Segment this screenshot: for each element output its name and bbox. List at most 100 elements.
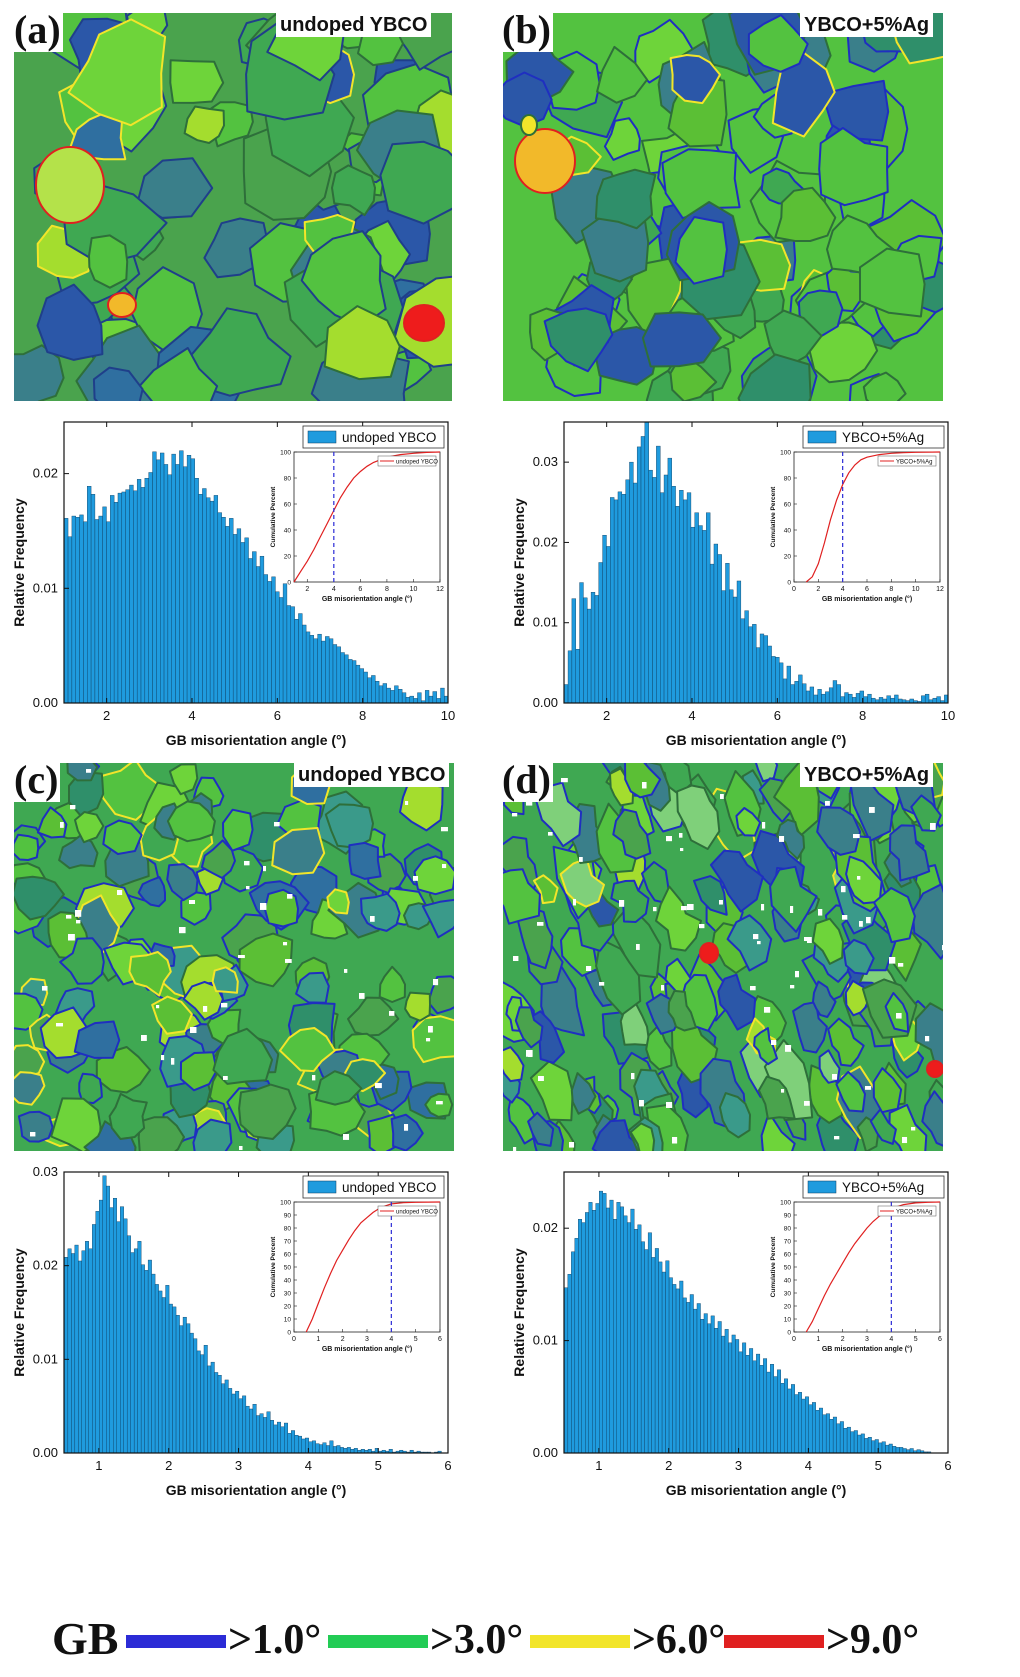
y-tick-label: 0.01 [33,1351,58,1366]
histogram-bar [610,497,615,704]
histogram-bar [148,472,153,704]
inset-frame [293,451,441,583]
histogram-bar [151,1273,156,1454]
histogram-bar [315,1443,320,1454]
grain-map-b [488,0,966,438]
histogram-bar [613,499,619,704]
histogram-bar [766,1371,771,1454]
y-tick-label: 0.02 [533,1220,558,1235]
inset-x-tick-label: 1 [816,1336,820,1343]
histogram-bar [286,605,291,704]
histogram-bar [102,506,107,704]
histogram-bar [83,521,88,704]
inset-y-tick-label: 20 [284,1304,292,1311]
histogram-bar [409,695,414,704]
histogram-bar [81,1250,86,1454]
inset-x-axis-label: GB misorientation angle (°) [822,595,912,603]
histogram-bar [822,1414,827,1454]
inset-y-tick-label: 20 [784,1304,792,1311]
histogram-bar [183,466,188,704]
histogram-bar [78,1260,82,1454]
histogram-bar [683,499,688,704]
histogram-bar [332,644,338,704]
histogram-bar [186,455,192,704]
histogram-bar [581,1222,586,1454]
histogram-bar [386,687,391,704]
histogram-bar [575,649,580,704]
histogram-bar [630,1208,635,1454]
histogram-bar [217,512,222,704]
histogram-bar [242,1395,247,1454]
histogram-bar [198,494,203,704]
inset-y-tick-label: 0 [787,1330,791,1337]
x-tick-label: 8 [359,708,366,723]
histogram-bar [305,631,311,704]
histogram-bar [432,691,437,704]
panel-letter-c: (c) [12,757,61,802]
inset-x-tick-label: 3 [365,1336,369,1343]
histogram-bar [67,1248,72,1454]
histogram-bar [232,534,238,704]
histogram-bar [348,659,353,704]
inset-x-tick-label: 6 [438,1336,442,1343]
histogram-bar [748,626,753,704]
histogram-bar [871,697,876,704]
histogram-bar [301,1438,306,1454]
inset-y-axis-label: Cumulative Percent [270,1236,277,1298]
x-tick-label: 10 [941,708,955,723]
inset-x-tick-label: 0 [792,1336,796,1343]
histogram-bar [355,664,361,704]
histogram-bar [156,459,161,704]
histogram-bar [133,1248,138,1454]
inset-legend-label: undoped YBCO [396,1210,438,1216]
histogram-bar [784,1378,788,1454]
inset-x-tick-label: 2 [341,1336,345,1343]
histogram-bar [92,1224,96,1454]
histogram-bar [136,479,142,704]
inset-legend-box [877,455,937,467]
inset-y-tick-label: 10 [784,1317,792,1324]
histogram-bar [613,1219,617,1454]
histogram-bar [277,1421,281,1454]
histogram-bar [428,695,434,704]
histogram-bar [588,1202,593,1454]
histogram-bar [791,1384,795,1454]
histogram-bar [125,489,130,704]
histogram-bar [336,646,341,704]
histogram-bar [329,1440,334,1454]
histogram-bar [336,1445,341,1454]
histogram-bar [583,597,588,704]
histogram-bar [200,1354,205,1454]
histogram-bar [636,446,642,704]
x-axis-label: GB misorientation angle (°) [666,1482,847,1498]
y-tick-label: 0.00 [533,695,558,710]
chart-legend: undoped YBCO [302,1175,445,1199]
histogram-bar [231,1393,236,1454]
histogram-bar [675,1288,680,1454]
inset-x-tick-label: 10 [410,586,418,593]
histogram-bar [168,1303,173,1454]
histogram-bar [207,1365,212,1454]
inset-legend-box [377,1205,437,1217]
histogram-bar [892,1446,897,1454]
histogram-bar [882,698,887,704]
inset-x-tick-label: 0 [792,586,796,593]
chart-legend: YBCO+5%Ag [802,425,945,449]
histogram-bar [567,650,573,704]
histogram-bar [759,1365,764,1454]
bars-d [564,1190,932,1454]
histogram-bar [843,1428,848,1454]
histogram-bar [256,1415,261,1454]
histogram-bar [592,1210,596,1454]
x-tick-label: 4 [805,1458,812,1473]
histogram-bar [752,1360,757,1454]
histogram-bar [825,1413,830,1454]
histogram-bar [249,1408,254,1454]
histogram-bar [742,1342,747,1454]
grain-map-c [0,747,481,1176]
histogram-bar [775,657,780,704]
histogram-bar [815,1410,820,1454]
histogram-bar [736,580,742,704]
histogram-bar [371,675,376,704]
histogram-bar [308,1441,313,1454]
